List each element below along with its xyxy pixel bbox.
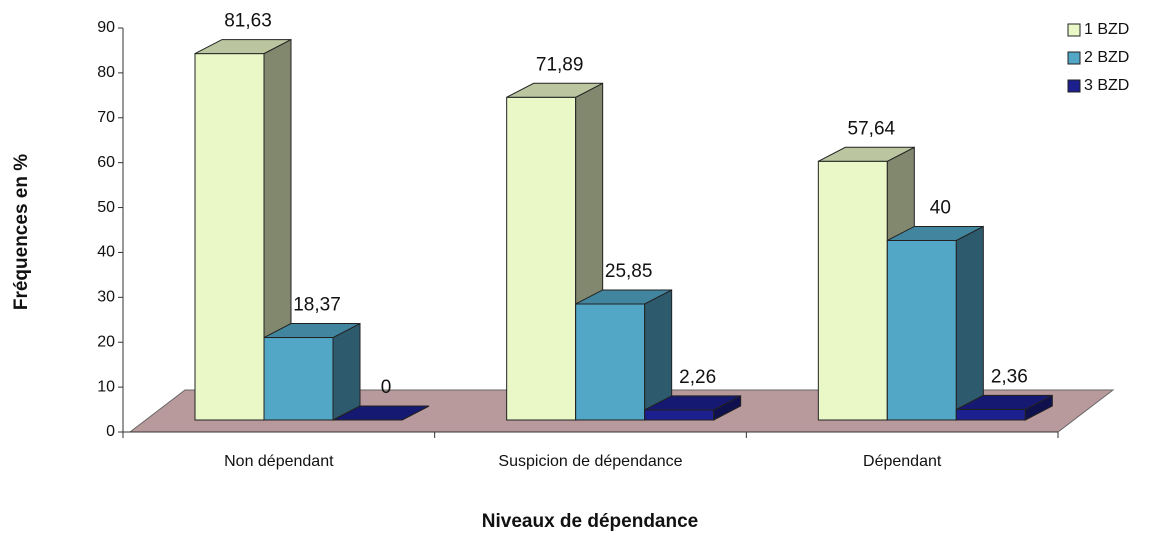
legend-swatch (1067, 51, 1081, 65)
bar (955, 394, 1053, 421)
bar (575, 289, 673, 421)
bar-front (575, 303, 646, 421)
y-tick-label: 0 (106, 423, 115, 440)
bar (886, 225, 984, 421)
bar-side (955, 225, 984, 421)
legend-swatch (1067, 79, 1081, 93)
bar-top (644, 395, 741, 411)
legend-swatch (1067, 23, 1081, 37)
x-tick-label: Non dépendant (224, 453, 334, 470)
y-tick-label: 80 (97, 64, 115, 81)
y-tick-label: 70 (97, 109, 115, 126)
x-tick-label: Suspicion de dépendance (498, 453, 682, 470)
bar (506, 82, 604, 421)
y-tick-label: 90 (97, 19, 115, 36)
y-tick-label: 30 (97, 289, 115, 306)
legend-label: 3 BZD (1084, 77, 1129, 94)
y-axis-title: Fréquences en % (11, 154, 32, 310)
legend-label: 2 BZD (1084, 49, 1129, 66)
bar-top (506, 82, 603, 98)
bar-top (263, 323, 361, 339)
bar-front (817, 160, 888, 421)
legend-label: 1 BZD (1084, 21, 1129, 38)
bar (263, 322, 361, 421)
bar-top (575, 289, 672, 305)
bar-top (956, 394, 1053, 410)
x-tick-label: Dépendant (863, 453, 942, 470)
y-tick-label: 60 (97, 154, 115, 171)
bar (644, 395, 742, 421)
bar-front (886, 239, 957, 421)
bar-top (887, 225, 984, 241)
bar-front (955, 408, 1026, 421)
bar-front (263, 337, 334, 421)
bar-front (644, 409, 715, 421)
bar-front (194, 53, 265, 421)
data-label: 81,63 (224, 11, 272, 32)
bar (332, 405, 430, 421)
bar-top (818, 146, 915, 162)
y-tick-label: 20 (97, 333, 115, 350)
y-tick-label: 50 (97, 199, 115, 216)
bar (194, 38, 292, 421)
bar-front (506, 96, 577, 421)
data-label: 71,89 (536, 54, 584, 75)
x-axis-title: Niveaux de dépendance (482, 511, 698, 532)
data-label: 25,85 (605, 261, 653, 282)
data-label: 2,26 (679, 367, 716, 388)
data-label: 2,36 (991, 366, 1028, 387)
data-label: 40 (930, 197, 951, 218)
bar-side (332, 322, 361, 421)
y-tick-label: 40 (97, 244, 115, 261)
data-label: 0 (381, 377, 392, 398)
y-tick-label: 10 (97, 378, 115, 395)
bar-top (194, 39, 292, 55)
data-label: 18,37 (293, 295, 341, 316)
data-label: 57,64 (848, 118, 896, 139)
bar-top (332, 405, 430, 421)
